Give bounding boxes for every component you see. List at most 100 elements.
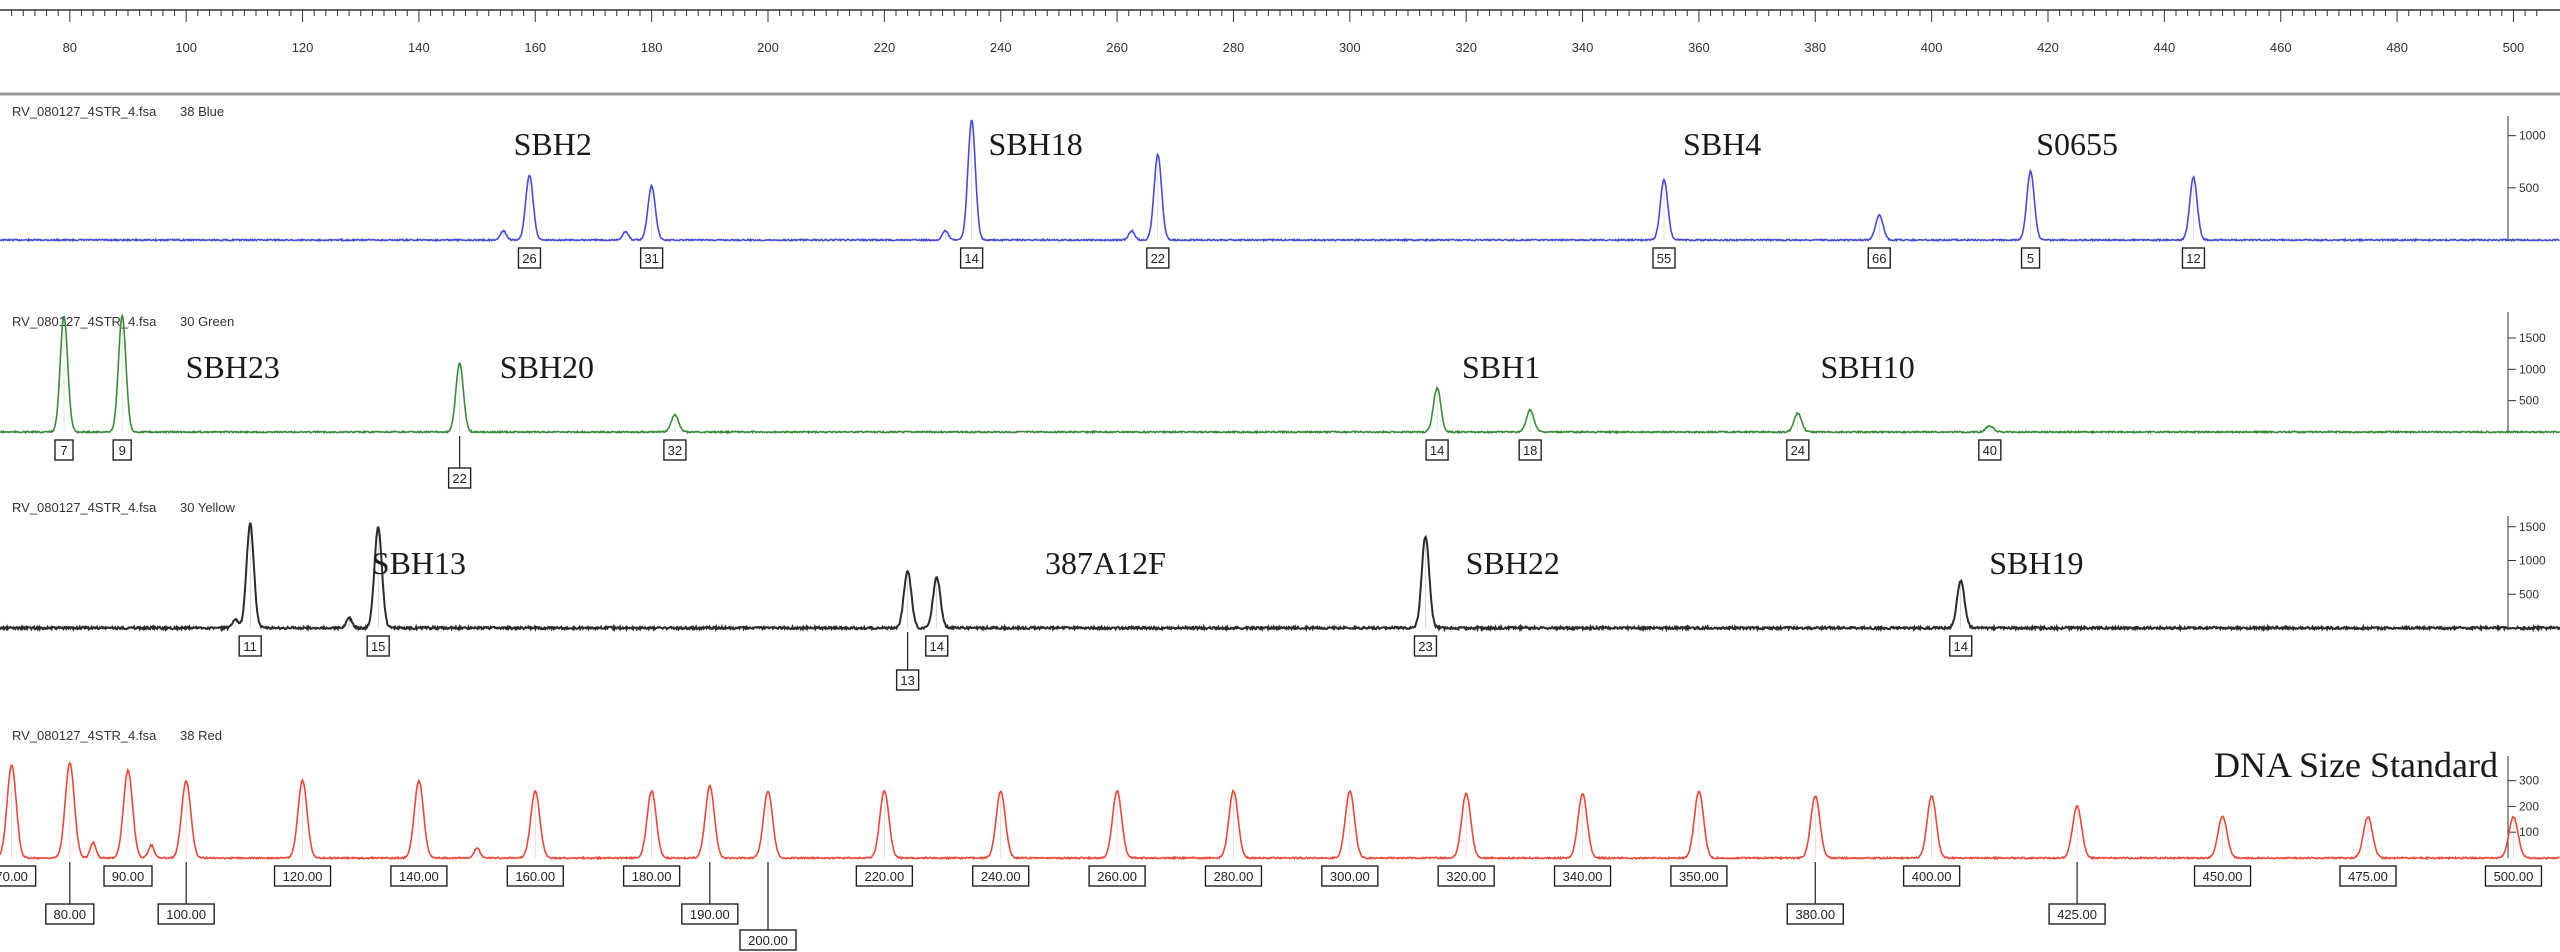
marker-name: SBH2 <box>514 126 592 162</box>
allele-box <box>157 903 215 925</box>
panel-dye-label: 38 Blue <box>180 104 224 119</box>
y-axis-tick-label: 1000 <box>2519 554 2546 568</box>
allele-box <box>1146 247 1170 269</box>
allele-label: 180.00 <box>632 869 672 884</box>
axis-tick-label: 340 <box>1572 40 1594 55</box>
allele-box <box>1670 865 1728 887</box>
marker-name: SBH18 <box>989 126 1083 162</box>
allele-label: 26 <box>522 251 536 266</box>
allele-box <box>1786 439 1810 461</box>
trace-line <box>0 522 2560 633</box>
allele-box <box>959 247 984 269</box>
allele-label: 66 <box>1872 251 1886 266</box>
allele-box <box>1204 865 1263 887</box>
y-axis-tick-label: 300 <box>2519 774 2539 788</box>
size-axis: 80 100 120 140 160 180 200 220 240 260 280 300 320 34… <box>0 9 2560 96</box>
allele-box <box>1902 865 1961 887</box>
marker-name: SBH10 <box>1821 349 1915 385</box>
panel-file-name: RV_080127_4STR_4.fsa <box>12 314 157 329</box>
allele-box <box>2048 903 2106 925</box>
axis-tick-label: 400 <box>1921 40 1943 55</box>
trace-line <box>0 119 2560 243</box>
allele-label: 70.00 <box>0 869 28 884</box>
allele-label: 14 <box>929 639 943 654</box>
allele-label: 55 <box>1657 251 1671 266</box>
axis-tick-label: 380 <box>1804 40 1826 55</box>
axis-tick-label: 140 <box>408 40 430 55</box>
allele-box <box>517 247 542 269</box>
allele-label: 14 <box>1430 443 1444 458</box>
dye-panel-blue: RV_080127_4STR_4.fsa 38 Blue 1000 500 SBH2 SB… <box>0 104 2560 269</box>
allele-box <box>366 635 390 657</box>
allele-label: 300.00 <box>1330 869 1370 884</box>
axis-tick-label: 300 <box>1339 40 1361 55</box>
allele-box <box>639 247 664 269</box>
allele-label: 23 <box>1418 639 1432 654</box>
allele-box <box>1518 439 1542 461</box>
allele-box <box>54 439 74 461</box>
allele-label: 120.00 <box>283 869 323 884</box>
panel-file-name: RV_080127_4STR_4.fsa <box>12 500 157 515</box>
axis-tick-label: 220 <box>874 40 896 55</box>
axis-tick-label: 80 <box>63 40 77 55</box>
allele-label: 350.00 <box>1679 869 1719 884</box>
axis-tick-label: 180 <box>641 40 663 55</box>
allele-label: 475.00 <box>2348 869 2388 884</box>
trace-line <box>0 313 2560 435</box>
dye-panel-green: RV_080127_4STR_4.fsa 30 Green 1500 1000 500 S… <box>0 312 2560 489</box>
allele-box <box>2020 247 2041 269</box>
y-axis-tick-label: 500 <box>2519 181 2539 195</box>
allele-box <box>681 903 739 925</box>
axis-tick-label: 480 <box>2386 40 2408 55</box>
allele-box <box>506 865 564 887</box>
marker-name: SBH22 <box>1466 545 1560 581</box>
dye-panels: RV_080127_4STR_4.fsa 38 Blue 1000 500 SBH2 SB… <box>0 104 2560 951</box>
allele-box <box>112 439 132 461</box>
allele-label: 240.00 <box>981 869 1021 884</box>
axis-tick-label: 240 <box>990 40 1012 55</box>
y-axis-tick-label: 500 <box>2519 394 2539 408</box>
allele-box <box>925 635 949 657</box>
allele-label: 280.00 <box>1214 869 1254 884</box>
allele-label: 500.00 <box>2494 869 2534 884</box>
allele-box <box>2181 247 2206 269</box>
allele-box <box>1321 865 1379 887</box>
allele-label: 450.00 <box>2203 869 2243 884</box>
panel-file-name: RV_080127_4STR_4.fsa <box>12 728 157 743</box>
allele-label: 340.00 <box>1563 869 1603 884</box>
allele-label: 100.00 <box>166 907 206 922</box>
axis-tick-label: 320 <box>1455 40 1477 55</box>
allele-label: 11 <box>243 639 257 654</box>
allele-label: 40 <box>1983 443 1997 458</box>
size-standard-label: DNA Size Standard <box>2214 745 2498 785</box>
allele-label: 380.00 <box>1795 907 1835 922</box>
allele-label: 13 <box>900 673 914 688</box>
axis-tick-label: 360 <box>1688 40 1710 55</box>
allele-label: 12 <box>2186 251 2200 266</box>
allele-box <box>1413 635 1438 657</box>
panel-file-name: RV_080127_4STR_4.fsa <box>12 104 157 119</box>
marker-name: S0655 <box>2036 126 2118 162</box>
allele-label: 31 <box>644 251 658 266</box>
allele-label: 400.00 <box>1912 869 1952 884</box>
axis-tick-label: 200 <box>757 40 779 55</box>
marker-name: SBH20 <box>500 349 594 385</box>
allele-box <box>273 865 332 887</box>
allele-label: 200.00 <box>748 933 788 948</box>
axis-tick-label: 160 <box>524 40 546 55</box>
dye-panel-yellow: RV_080127_4STR_4.fsa 30 Yellow 1500 1000 500… <box>0 500 2560 691</box>
axis-tick-label: 280 <box>1223 40 1245 55</box>
axis-tick-label: 440 <box>2154 40 2176 55</box>
y-axis-tick-label: 500 <box>2519 587 2539 601</box>
marker-name: SBH19 <box>1989 545 2083 581</box>
y-axis-tick-label: 1500 <box>2519 520 2546 534</box>
marker-name: SBH4 <box>1683 126 1761 162</box>
allele-label: 14 <box>1953 639 1967 654</box>
allele-label: 260.00 <box>1097 869 1137 884</box>
allele-box <box>2339 865 2397 887</box>
allele-box <box>1088 865 1146 887</box>
allele-box <box>1437 865 1495 887</box>
allele-box <box>1652 247 1676 269</box>
allele-box <box>1978 439 2002 461</box>
